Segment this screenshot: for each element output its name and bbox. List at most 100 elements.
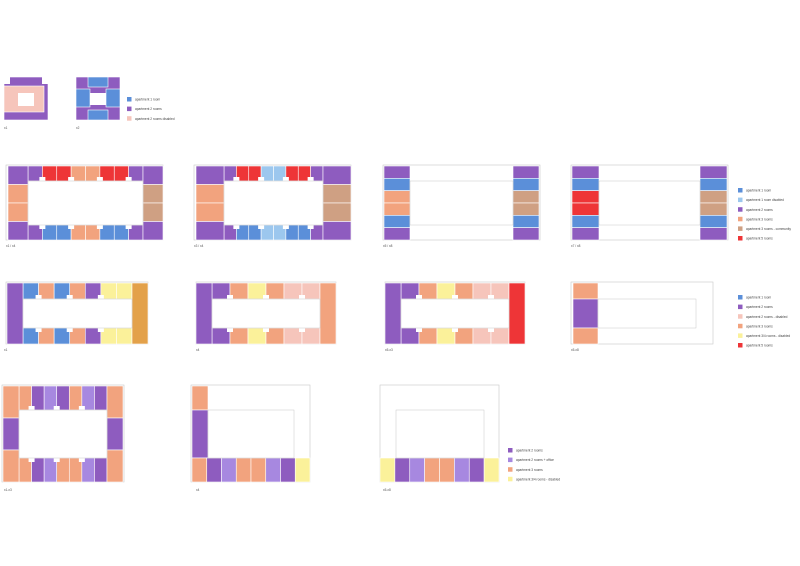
stair-notch	[227, 328, 233, 332]
apartment-unit	[94, 385, 108, 411]
courtyard	[27, 180, 144, 226]
legend-label: apartment 3/4 rooms - disabled	[746, 334, 790, 338]
plan-x5-x8: x5 / x8	[382, 164, 541, 248]
apartment-unit	[2, 385, 20, 419]
plan-x4-row4: x4	[190, 384, 311, 492]
stair-notch	[53, 406, 60, 410]
legend-label: apartment 2 rooms	[516, 449, 543, 453]
stair-notch	[42, 77, 48, 84]
courtyard	[207, 409, 295, 459]
apartment-unit	[424, 457, 440, 483]
apartment-unit	[7, 184, 29, 204]
stair-notch	[96, 177, 103, 181]
apartment-unit	[383, 227, 411, 241]
stair-notch	[299, 328, 305, 332]
stair-notch	[452, 295, 458, 299]
stair-notch	[263, 328, 269, 332]
apartment-unit	[699, 215, 728, 228]
courtyard	[409, 180, 514, 226]
stair-notch	[78, 458, 85, 462]
apartment-unit	[322, 165, 352, 185]
courtyard	[395, 409, 485, 459]
plan-x2: x2	[75, 76, 121, 130]
stair-notch	[125, 225, 132, 229]
apartment-unit	[206, 457, 222, 483]
apartment-unit	[483, 457, 500, 483]
legend-label: apartment 5 rooms	[746, 237, 773, 241]
plan-x1-x3: x1-x3	[1, 384, 125, 492]
stair-notch	[66, 295, 73, 299]
plan-caption: x4	[196, 348, 200, 352]
plan-caption: x1 / x4	[6, 244, 16, 248]
plan-caption: x1-x3	[4, 488, 12, 492]
apartment-unit	[512, 202, 540, 216]
legend: apartment 1 room apartment 2 rooms apartme…	[127, 97, 175, 121]
legend-swatch	[738, 207, 743, 212]
stair-notch	[452, 328, 458, 332]
plan-x4-row3: x4	[195, 281, 337, 352]
courtyard	[597, 298, 697, 329]
apartment-unit	[116, 282, 133, 300]
apartment-unit	[191, 385, 209, 411]
legend-label: apartment 3 rooms	[746, 324, 773, 328]
apartment-unit	[131, 282, 149, 345]
stair-notch	[125, 177, 132, 181]
stair-notch	[233, 177, 240, 181]
apartment-unit	[699, 227, 728, 241]
stair-notch	[28, 458, 35, 462]
apartment-unit	[379, 457, 396, 483]
apartment-unit	[116, 327, 133, 345]
apartment-unit	[699, 165, 728, 179]
apartment-unit	[235, 457, 252, 483]
apartment-unit	[571, 178, 600, 191]
apartment-unit	[191, 457, 208, 483]
stair-notch	[227, 295, 233, 299]
plan-x1: x1	[3, 76, 49, 130]
legend-label: apartment 5 rooms	[746, 344, 773, 348]
stair-notch	[4, 77, 10, 84]
apartment-unit	[105, 88, 121, 108]
building-outline	[570, 281, 714, 345]
apartment-unit	[195, 165, 225, 185]
plan-caption: x5-x8	[383, 488, 391, 492]
stair-notch	[18, 93, 34, 106]
apartment-unit	[394, 457, 411, 483]
courtyard	[223, 180, 324, 226]
legend-label: apartment 2 rooms disabled	[135, 117, 175, 121]
apartment-unit	[383, 190, 411, 204]
apartment-unit	[7, 165, 29, 185]
apartment-unit	[195, 282, 213, 345]
apartment-unit	[512, 165, 540, 179]
plan-caption: x4	[196, 488, 200, 492]
plan-caption: x1	[4, 126, 8, 130]
plan-caption: x5-x3	[385, 348, 393, 352]
plan-x5-x3: x5-x3	[384, 281, 526, 352]
legend-label: apartment 2 rooms	[135, 107, 162, 111]
legend-swatch	[738, 304, 743, 310]
legend-swatch	[127, 97, 132, 102]
apartment-unit	[106, 449, 124, 483]
apartment-unit	[195, 202, 225, 222]
courtyard	[400, 298, 510, 329]
apartment-unit	[409, 457, 425, 483]
legend-label: apartment 3 rooms	[746, 217, 773, 221]
plan-x7-x8: x7 / x8	[570, 164, 729, 248]
legend: apartment 1 room apartment 1 room disable…	[738, 188, 791, 241]
legend: apartment 1 room apartment 2 rooms apartme…	[738, 295, 790, 348]
plan-x3-x4: x3 / x4	[193, 164, 352, 248]
apartment-unit	[571, 227, 600, 241]
apartment-unit	[250, 457, 267, 483]
apartment-unit	[699, 202, 728, 216]
apartment-unit	[383, 202, 411, 216]
legend-swatch	[738, 333, 743, 338]
plan-caption: x3 / x4	[194, 244, 204, 248]
apartment-unit	[383, 215, 411, 228]
legend-label: apartment 1 room disabled	[746, 198, 784, 202]
apartment-unit	[6, 282, 24, 345]
apartment-unit	[699, 178, 728, 191]
legend-label: apartment 1 room	[746, 296, 772, 300]
apartment-unit	[106, 417, 124, 451]
plan-caption: x5-x8	[571, 348, 579, 352]
stair-notch	[282, 225, 289, 229]
